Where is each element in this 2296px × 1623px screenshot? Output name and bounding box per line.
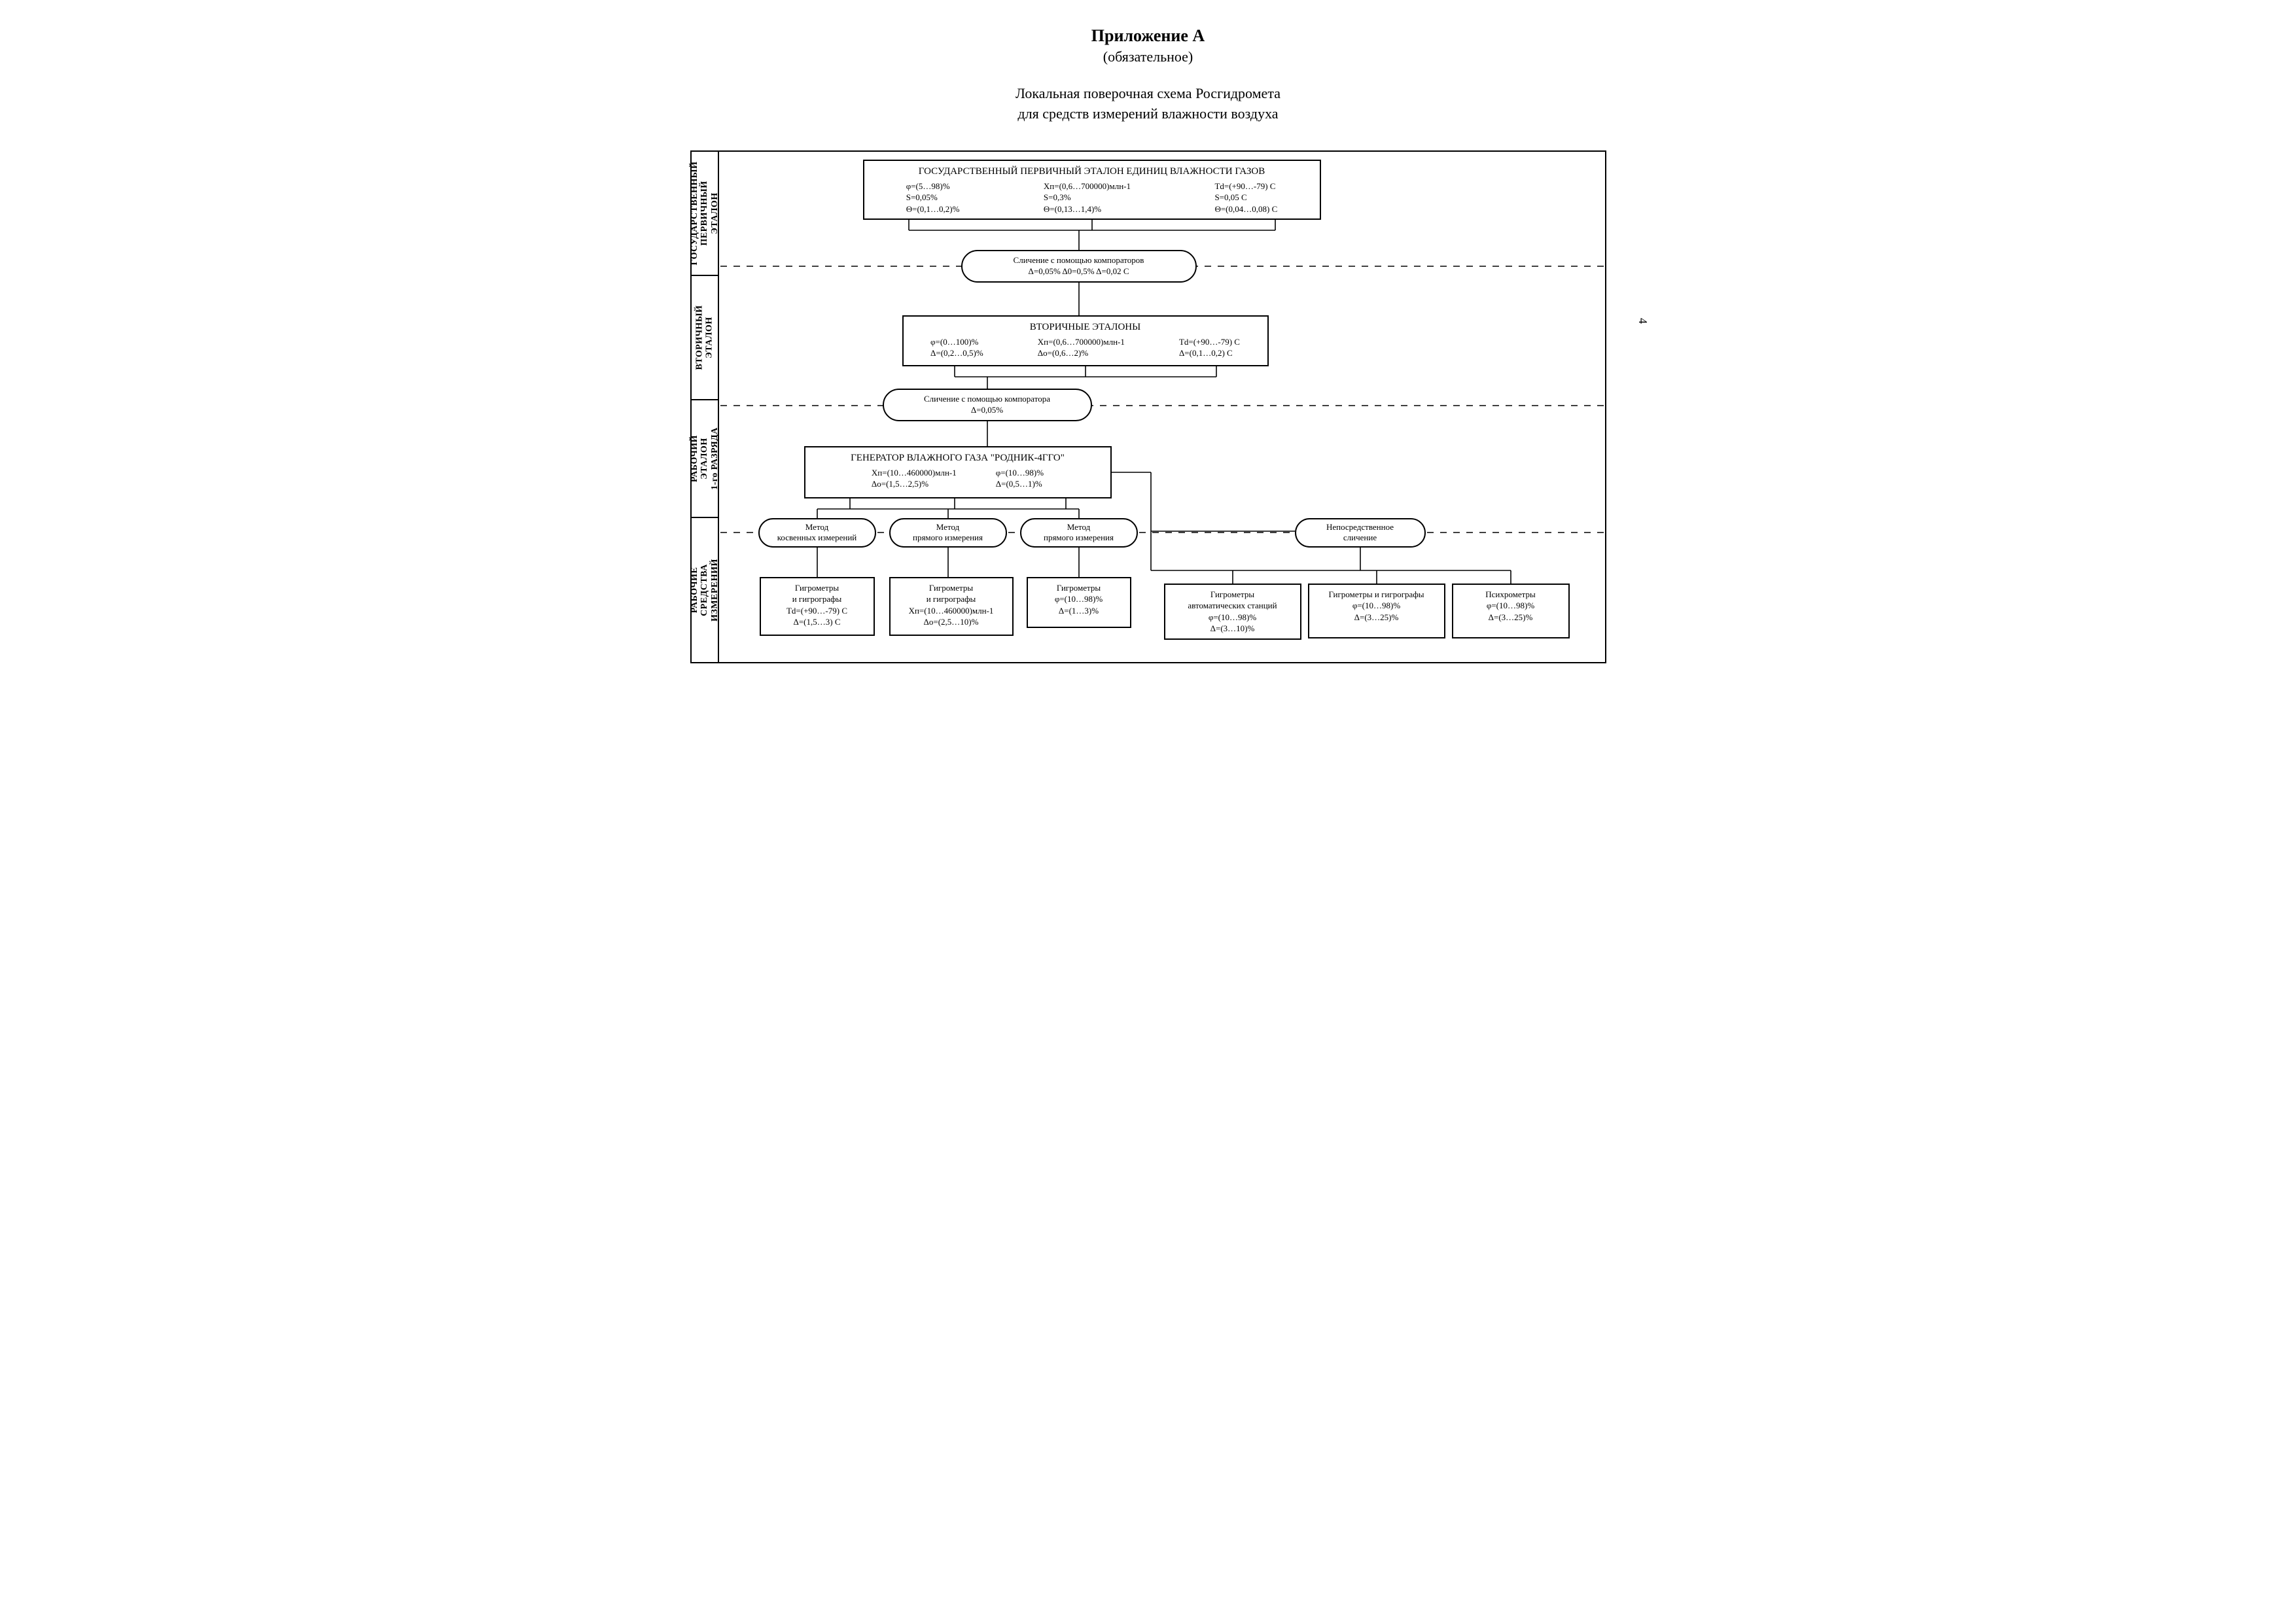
row-label-3: РАБОЧИЙЭТАЛОН1-го РАЗРЯДА [692,400,718,518]
node-secondary-standards: ВТОРИЧНЫЕ ЭТАЛОНЫ φ=(0…100)% Δ=(0,2…0,5)… [902,315,1269,366]
mandatory-label: (обязательное) [690,48,1606,65]
node-auto-station-hygrometers: Гигрометры автоматических станций φ=(10…… [1164,584,1301,640]
node-hygrometers-phi: Гигрометры φ=(10…98)% Δ=(1…3)% [1027,577,1131,628]
scheme-title-1: Локальная поверочная схема Росгидромета [690,84,1606,104]
oval-method-direct-2: Метод прямого измерения [1020,518,1138,548]
heading: Приложение А (обязательное) Локальная по… [690,26,1606,124]
node-generator-rodnik: ГЕНЕРАТОР ВЛАЖНОГО ГАЗА "РОДНИК-4ГГО" Xп… [804,446,1112,498]
oval-direct-comparison: Непосредственное сличение [1295,518,1426,548]
page-number: 4 [1636,318,1650,324]
oval-method-indirect: Метод косвенных измерений [758,518,876,548]
row-label-4: РАБОЧИЕСРЕДСТВАИЗМЕРЕНИЙ [692,518,718,662]
diagram-canvas: ГОСУДАРСТВЕННЫЙ ПЕРВИЧНЫЙ ЭТАЛОН ЕДИНИЦ … [719,152,1605,662]
row-label-2: ВТОРИЧНЫЙЭТАЛОН [692,276,718,400]
scheme-title-2: для средств измерений влажности воздуха [690,104,1606,124]
oval-comparator-1: Сличение с помощью компораторов Δ=0,05% … [961,250,1197,283]
node-hygrometers-hygrographs: Гигрометры и гигрографы φ=(10…98)% Δ=(3…… [1308,584,1445,638]
node-hygrometers-td: Гигрометры и гигрографы Td=(+90…-79) C Δ… [760,577,875,636]
node-psychrometers: Психрометры φ=(10…98)% Δ=(3…25)% [1452,584,1570,638]
row-label-1: ГОСУДАРСТВЕННЫЙПЕРВИЧНЫЙЭТАЛОН [692,152,718,276]
oval-comparator-2: Сличение с помощью компоратора Δ=0,05% [883,389,1092,421]
appendix-title: Приложение А [690,26,1606,46]
row-labels: ГОСУДАРСТВЕННЫЙПЕРВИЧНЫЙЭТАЛОН ВТОРИЧНЫЙ… [692,152,719,662]
node-hygrometers-xp: Гигрометры и гигрографы Xп=(10…460000)мл… [889,577,1014,636]
oval-method-direct-1: Метод прямого измерения [889,518,1007,548]
node-state-primary-standard: ГОСУДАРСТВЕННЫЙ ПЕРВИЧНЫЙ ЭТАЛОН ЕДИНИЦ … [863,160,1321,220]
diagram-frame: ГОСУДАРСТВЕННЫЙПЕРВИЧНЫЙЭТАЛОН ВТОРИЧНЫЙ… [690,150,1606,663]
